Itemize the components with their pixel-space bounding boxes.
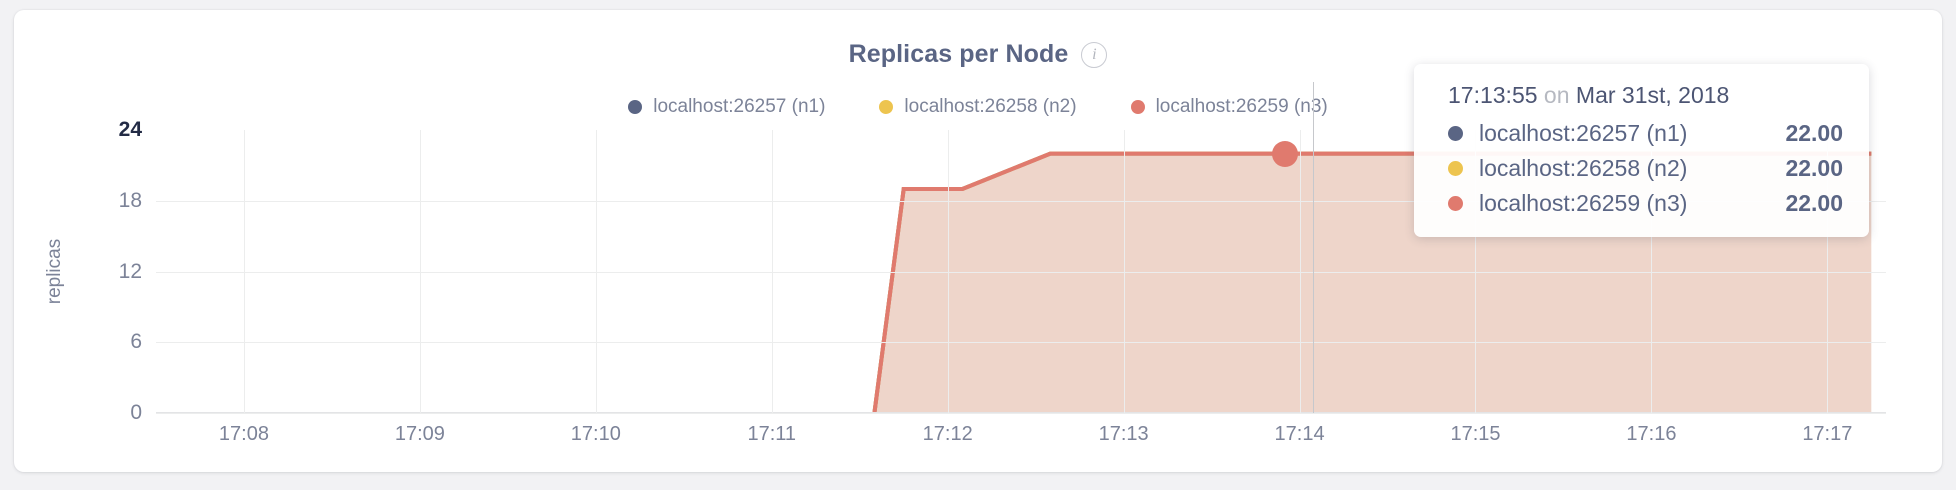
crosshair-line	[1312, 82, 1314, 413]
legend-dot-icon	[879, 100, 894, 114]
gridline-vertical	[1299, 130, 1301, 413]
tooltip-rows: localhost:26257 (n1) 22.00 localhost:26258…	[1448, 120, 1843, 217]
legend-dot-icon	[1130, 100, 1145, 114]
y-axis-tick-label: 0	[130, 401, 142, 424]
legend-item[interactable]: localhost:26258 (n2)	[879, 96, 1077, 118]
tooltip-series-dot-icon	[1448, 126, 1463, 141]
gridline-horizontal	[156, 413, 1886, 414]
x-axis-tick-label: 17:12	[922, 423, 973, 445]
y-axis-tick-label: 18	[118, 188, 142, 212]
gridline-horizontal	[156, 342, 1886, 344]
x-axis-tick-label: 17:09	[394, 423, 445, 445]
info-icon[interactable]: i	[1081, 41, 1108, 68]
tooltip-series-label: localhost:26257 (n1)	[1479, 120, 1688, 146]
y-axis: 0 6 12 18 24	[14, 118, 142, 424]
chart-header: Replicas per Node i	[14, 40, 1942, 69]
gridline-horizontal	[156, 200, 1886, 202]
x-axis-tick-label: 17:17	[1802, 423, 1853, 445]
legend-dot-icon	[628, 100, 643, 114]
tooltip-series-dot-icon	[1448, 161, 1463, 176]
tooltip-row: localhost:26257 (n1) 22.00	[1448, 120, 1843, 147]
x-axis-tick-label: 17:16	[1626, 423, 1677, 445]
legend-item-label: localhost:26257 (n1)	[653, 96, 826, 117]
legend-item[interactable]: localhost:26259 (n3)	[1130, 96, 1328, 118]
tooltip-series-label: localhost:26259 (n3)	[1479, 190, 1688, 216]
y-axis-tick-label: 12	[118, 259, 142, 283]
gridline-vertical	[243, 130, 245, 413]
chart-card: Replicas per Node i localhost:26257 (n1)…	[14, 10, 1942, 472]
y-axis-tick-label: 24	[118, 118, 142, 141]
tooltip-date: Mar 31st, 2018	[1575, 82, 1730, 108]
tooltip-on-word: on	[1543, 82, 1570, 108]
legend-item-label: localhost:26259 (n3)	[1155, 96, 1328, 117]
y-axis-tick-label: 6	[130, 330, 142, 354]
gridline-vertical	[419, 130, 421, 413]
gridline-vertical	[1123, 130, 1125, 413]
series-line	[874, 154, 1871, 413]
x-axis-tick-label: 17:15	[1450, 423, 1501, 445]
tooltip-series-value: 22.00	[1785, 120, 1843, 146]
tooltip-series-value: 22.00	[1785, 190, 1843, 216]
x-axis-tick-label: 17:13	[1098, 423, 1149, 445]
x-axis-tick-label: 17:11	[747, 423, 797, 445]
gridline-horizontal	[156, 271, 1886, 273]
gridline-vertical	[1651, 130, 1653, 413]
gridline-vertical	[595, 130, 597, 413]
gridline-vertical	[771, 130, 773, 413]
tooltip-series-dot-icon	[1448, 196, 1463, 211]
tooltip-series-label: localhost:26258 (n2)	[1479, 155, 1688, 181]
tooltip-row: localhost:26259 (n3) 22.00	[1448, 190, 1843, 217]
legend-item-label: localhost:26258 (n2)	[904, 96, 1077, 117]
tooltip-time: 17:13:55	[1448, 82, 1538, 108]
chart-tooltip: 17:13:55 on Mar 31st, 2018 localhost:262…	[1414, 64, 1869, 237]
y-axis-title: replicas	[44, 238, 65, 305]
x-axis-baseline	[156, 412, 1886, 413]
gridline-vertical	[947, 130, 949, 413]
tooltip-row: localhost:26258 (n2) 22.00	[1448, 155, 1843, 182]
gridline-vertical	[1475, 130, 1477, 413]
x-axis-tick-label: 17:14	[1274, 423, 1325, 445]
tooltip-timestamp: 17:13:55 on Mar 31st, 2018	[1448, 82, 1843, 109]
legend-item[interactable]: localhost:26257 (n1)	[628, 96, 825, 118]
gridline-vertical	[1827, 130, 1829, 413]
x-axis-tick-label: 17:10	[570, 423, 621, 445]
page-title: Replicas per Node	[848, 40, 1069, 68]
x-axis-tick-label: 17:08	[218, 423, 269, 445]
tooltip-series-value: 22.00	[1785, 155, 1843, 181]
hover-marker-dot	[1271, 140, 1298, 167]
